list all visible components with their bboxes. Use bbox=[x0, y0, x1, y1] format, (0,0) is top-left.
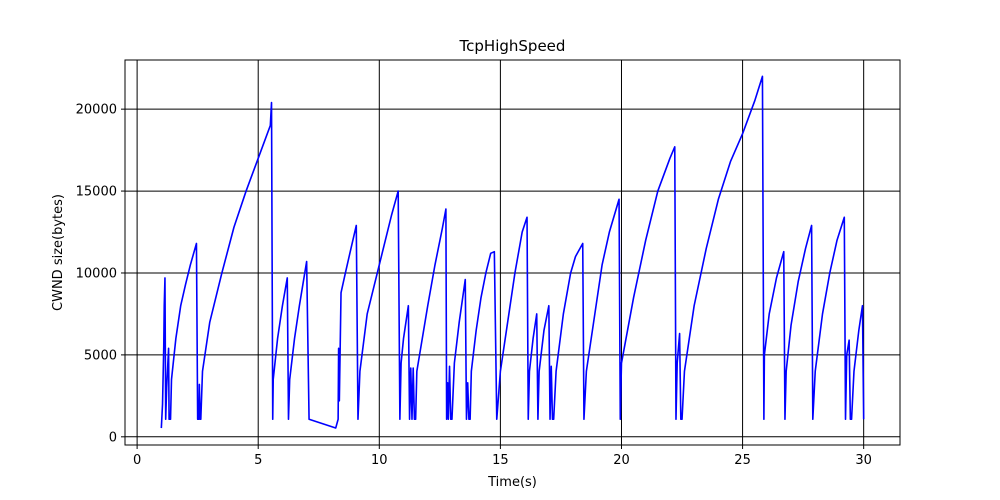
y-tick-label: 5000 bbox=[84, 348, 117, 363]
x-axis-label: Time(s) bbox=[487, 475, 537, 490]
x-tick-label: 10 bbox=[371, 453, 388, 468]
plot-frame bbox=[124, 59, 901, 446]
y-tick-label: 0 bbox=[109, 430, 117, 445]
x-tick-label: 5 bbox=[254, 453, 262, 468]
chart-title: TcpHighSpeed bbox=[459, 37, 566, 55]
cwnd-series-line bbox=[160, 75, 865, 429]
x-tick-label: 0 bbox=[133, 453, 141, 468]
grid-layer bbox=[125, 60, 900, 445]
series-layer bbox=[160, 75, 865, 429]
x-tick-label: 15 bbox=[492, 453, 509, 468]
tick-layer: 0 5 10 15 20 25 30 0 5000 10000 15000 20000 bbox=[76, 103, 872, 468]
y-tick-label: 10000 bbox=[76, 266, 117, 281]
y-tick-label: 20000 bbox=[76, 103, 117, 118]
y-tick-label: 15000 bbox=[76, 185, 117, 200]
x-tick-label: 20 bbox=[613, 453, 630, 468]
y-axis-label: CWND size(bytes) bbox=[51, 194, 66, 311]
x-tick-label: 25 bbox=[734, 453, 751, 468]
x-tick-label: 30 bbox=[855, 453, 872, 468]
